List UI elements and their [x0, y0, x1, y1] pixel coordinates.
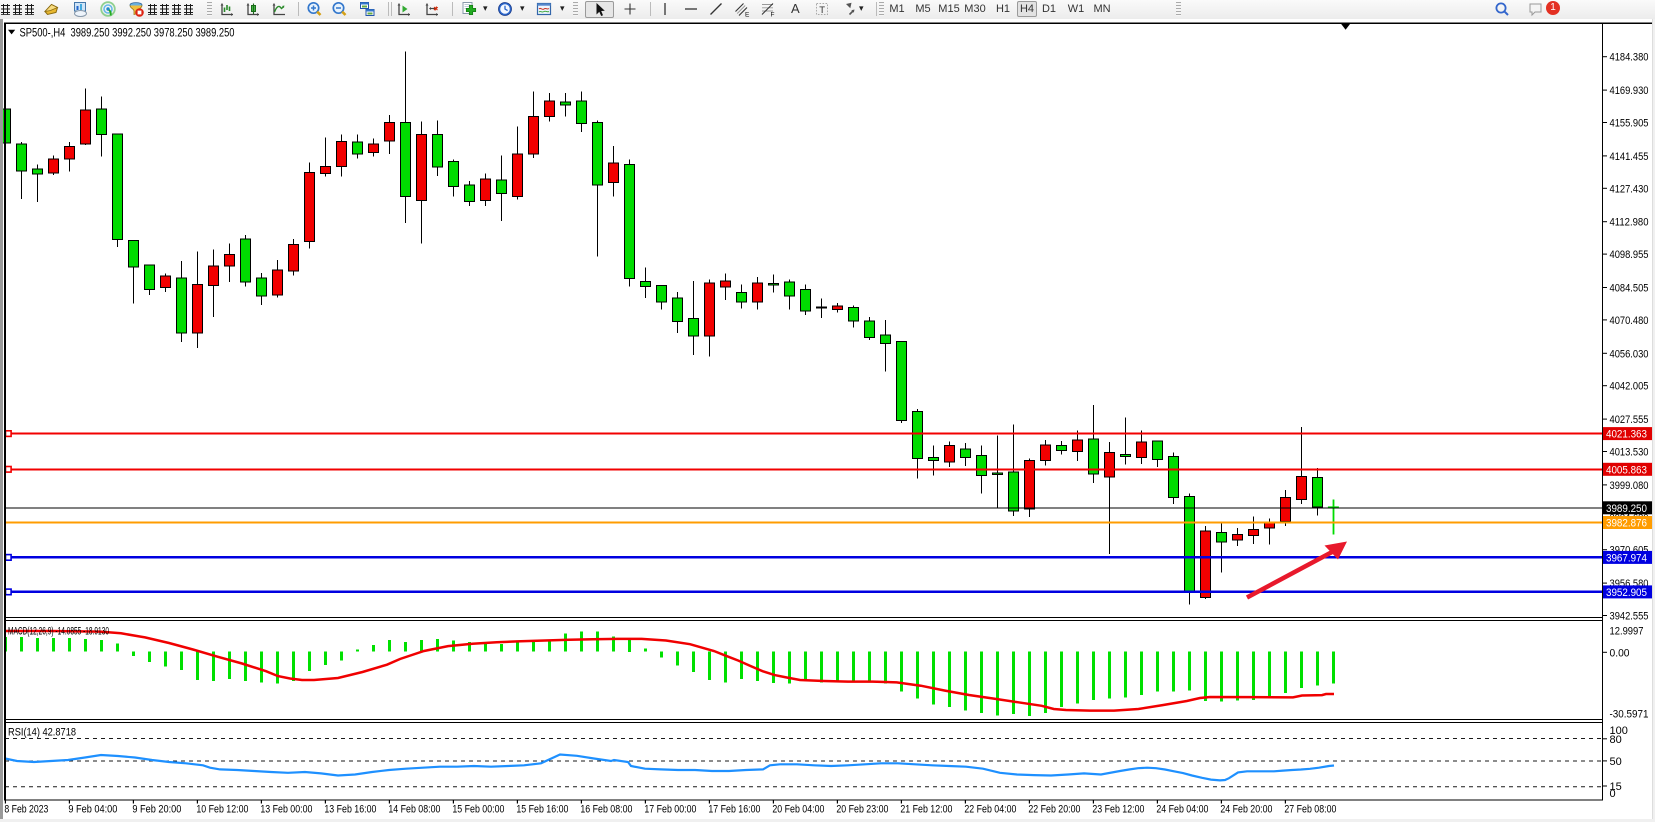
svg-text:22 Feb 20:00: 22 Feb 20:00 — [1028, 804, 1080, 816]
svg-text:15 Feb 00:00: 15 Feb 00:00 — [452, 804, 504, 816]
svg-text:4155.905: 4155.905 — [1610, 118, 1649, 130]
svg-text:24 Feb 04:00: 24 Feb 04:00 — [1156, 804, 1208, 816]
svg-text:4169.930: 4169.930 — [1610, 85, 1649, 97]
svg-text:4141.455: 4141.455 — [1610, 151, 1649, 163]
svg-text:4056.030: 4056.030 — [1610, 348, 1649, 360]
svg-text:22 Feb 04:00: 22 Feb 04:00 — [964, 804, 1016, 816]
svg-text:23 Feb 12:00: 23 Feb 12:00 — [1092, 804, 1144, 816]
svg-text:4112.980: 4112.980 — [1610, 217, 1649, 229]
svg-text:3967.974: 3967.974 — [1606, 552, 1647, 564]
svg-text:20 Feb 04:00: 20 Feb 04:00 — [772, 804, 824, 816]
svg-text:13 Feb 00:00: 13 Feb 00:00 — [260, 804, 312, 816]
svg-text:3989.250: 3989.250 — [1606, 503, 1647, 515]
svg-text:50: 50 — [1610, 756, 1622, 768]
svg-text:9 Feb 20:00: 9 Feb 20:00 — [132, 804, 181, 816]
svg-text:17 Feb 00:00: 17 Feb 00:00 — [644, 804, 696, 816]
svg-text:10 Feb 12:00: 10 Feb 12:00 — [196, 804, 248, 816]
svg-text:4021.363: 4021.363 — [1606, 429, 1647, 441]
svg-text:4098.955: 4098.955 — [1610, 249, 1649, 261]
svg-text:3952.905: 3952.905 — [1606, 587, 1647, 599]
svg-text:0.00: 0.00 — [1610, 647, 1630, 659]
svg-text:4084.505: 4084.505 — [1610, 283, 1649, 295]
svg-text:12.9997: 12.9997 — [1610, 626, 1644, 638]
svg-text:17 Feb 16:00: 17 Feb 16:00 — [708, 804, 760, 816]
svg-text:4070.480: 4070.480 — [1610, 315, 1649, 327]
svg-text:SP500-,H4 3989.250 3992.250 3: SP500-,H4 3989.250 3992.250 3978.250 398… — [20, 26, 235, 40]
svg-text:15: 15 — [1610, 781, 1622, 793]
svg-text:20 Feb 23:00: 20 Feb 23:00 — [836, 804, 888, 816]
svg-text:21 Feb 12:00: 21 Feb 12:00 — [900, 804, 952, 816]
svg-text:100: 100 — [1610, 725, 1628, 737]
svg-text:3982.876: 3982.876 — [1606, 518, 1647, 530]
svg-text:4042.005: 4042.005 — [1610, 381, 1649, 393]
svg-text:9 Feb 04:00: 9 Feb 04:00 — [68, 804, 117, 816]
svg-text:0: 0 — [1610, 788, 1616, 800]
svg-text:8 Feb 2023: 8 Feb 2023 — [4, 804, 48, 816]
svg-text:RSI(14) 42.8718: RSI(14) 42.8718 — [8, 727, 76, 739]
svg-text:3999.080: 3999.080 — [1610, 480, 1649, 492]
svg-text:T: T — [819, 5, 825, 16]
svg-text:4013.530: 4013.530 — [1610, 447, 1649, 459]
svg-text:4005.863: 4005.863 — [1606, 464, 1647, 476]
svg-text:E: E — [745, 12, 750, 19]
svg-text:24 Feb 20:00: 24 Feb 20:00 — [1220, 804, 1272, 816]
svg-text:-30.5971: -30.5971 — [1610, 709, 1649, 721]
svg-text:4184.380: 4184.380 — [1610, 52, 1649, 64]
svg-text:80: 80 — [1610, 734, 1622, 746]
svg-text:13 Feb 16:00: 13 Feb 16:00 — [324, 804, 376, 816]
svg-text:3942.555: 3942.555 — [1610, 611, 1649, 623]
svg-text:16 Feb 08:00: 16 Feb 08:00 — [580, 804, 632, 816]
svg-text:F: F — [771, 12, 775, 19]
svg-text:4127.430: 4127.430 — [1610, 183, 1649, 195]
svg-text:15 Feb 16:00: 15 Feb 16:00 — [516, 804, 568, 816]
svg-text:27 Feb 08:00: 27 Feb 08:00 — [1284, 804, 1336, 816]
svg-text:14 Feb 08:00: 14 Feb 08:00 — [388, 804, 440, 816]
svg-text:4027.555: 4027.555 — [1610, 414, 1649, 426]
svg-text:MACD(12,26,9) -14.0855 -18.913: MACD(12,26,9) -14.0855 -18.9130 — [8, 626, 109, 638]
